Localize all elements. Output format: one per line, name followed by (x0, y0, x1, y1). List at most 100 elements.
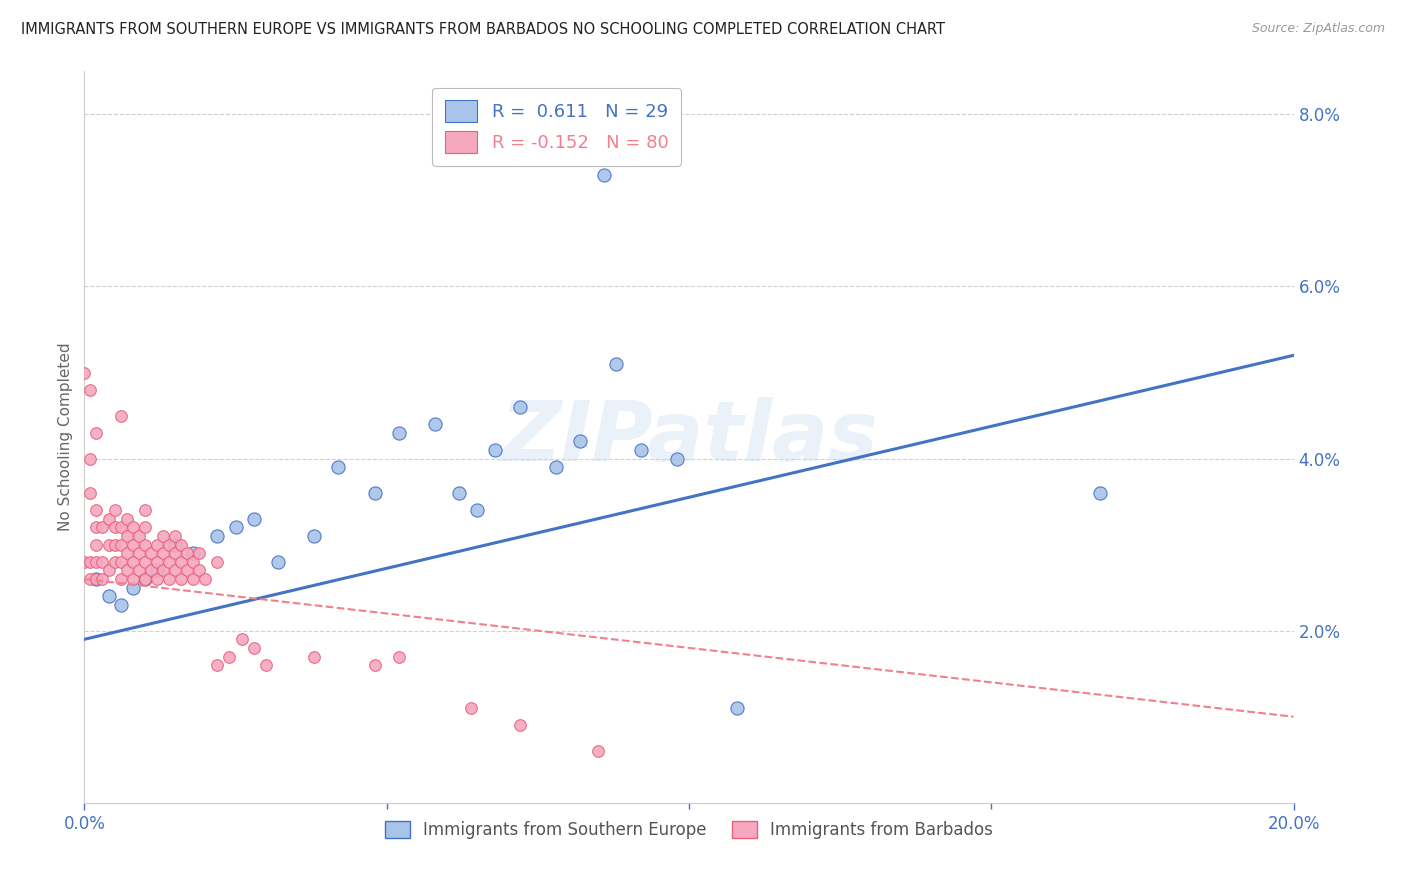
Point (139, 564, 162, 578)
Point (97, 564, 120, 578)
Point (115, 512, 138, 526)
Point (207, 658, 229, 673)
Point (115, 564, 138, 578)
Point (165, 538, 187, 552)
Legend: Immigrants from Southern Europe, Immigrants from Barbados: Immigrants from Southern Europe, Immigra… (378, 814, 1000, 846)
Point (79, 451, 101, 466)
Point (165, 546, 187, 560)
Point (388, 425, 411, 440)
Point (110, 520, 132, 534)
Point (157, 538, 180, 552)
Point (225, 520, 247, 534)
Point (146, 555, 169, 569)
Point (231, 632, 253, 647)
Point (423, 417, 446, 432)
Point (388, 649, 411, 664)
Point (207, 555, 229, 569)
Point (134, 538, 156, 552)
Point (146, 572, 169, 586)
Point (110, 555, 132, 569)
Point (207, 529, 229, 543)
Point (181, 555, 204, 569)
Point (188, 546, 211, 560)
Point (460, 701, 482, 715)
Point (181, 546, 204, 560)
Point (97, 589, 120, 603)
Point (121, 520, 143, 534)
Point (91, 572, 114, 586)
Point (242, 640, 264, 655)
Point (110, 409, 132, 423)
Point (165, 564, 187, 578)
Point (569, 434, 592, 449)
Point (104, 555, 127, 569)
Point (134, 572, 156, 586)
Point (449, 486, 471, 500)
Point (91, 555, 114, 569)
Point (121, 572, 143, 586)
Point (242, 512, 264, 526)
Point (134, 520, 156, 534)
Point (152, 564, 174, 578)
Point (104, 538, 127, 552)
Point (152, 546, 174, 560)
Point (73, 366, 96, 380)
Point (121, 581, 143, 595)
Text: ZIPatlas: ZIPatlas (501, 397, 877, 477)
Point (181, 572, 204, 586)
Point (302, 529, 325, 543)
Point (544, 460, 567, 475)
Point (254, 658, 277, 673)
Point (97, 512, 120, 526)
Point (79, 555, 101, 569)
Point (128, 529, 150, 543)
Point (104, 503, 127, 517)
Point (139, 546, 162, 560)
Point (86, 572, 108, 586)
Point (121, 538, 143, 552)
Point (86, 520, 108, 534)
Point (86, 572, 108, 586)
Point (134, 555, 156, 569)
Text: Source: ZipAtlas.com: Source: ZipAtlas.com (1251, 22, 1385, 36)
Point (128, 564, 150, 578)
Point (86, 555, 108, 569)
Point (115, 546, 138, 560)
Point (363, 486, 385, 500)
Point (86, 538, 108, 552)
Point (170, 572, 193, 586)
Point (176, 564, 198, 578)
Point (97, 538, 120, 552)
Point (170, 555, 193, 569)
Y-axis label: No Schooling Completed: No Schooling Completed (58, 343, 73, 532)
Point (134, 572, 156, 586)
Point (302, 649, 325, 664)
Point (194, 572, 217, 586)
Point (218, 649, 240, 664)
Point (593, 168, 616, 182)
Point (509, 718, 531, 732)
Point (165, 529, 187, 543)
Point (146, 538, 169, 552)
Point (665, 451, 688, 466)
Point (73, 555, 96, 569)
Point (86, 425, 108, 440)
Point (79, 572, 101, 586)
Point (605, 357, 627, 371)
Point (104, 520, 127, 534)
Point (509, 400, 531, 414)
Point (630, 442, 652, 457)
Point (363, 658, 385, 673)
Point (121, 555, 143, 569)
Point (134, 503, 156, 517)
Point (267, 555, 290, 569)
Point (152, 529, 174, 543)
Point (128, 546, 150, 560)
Point (170, 538, 193, 552)
Point (79, 383, 101, 397)
Point (1088, 486, 1111, 500)
Point (157, 572, 180, 586)
Point (110, 572, 132, 586)
Point (146, 564, 169, 578)
Point (86, 503, 108, 517)
